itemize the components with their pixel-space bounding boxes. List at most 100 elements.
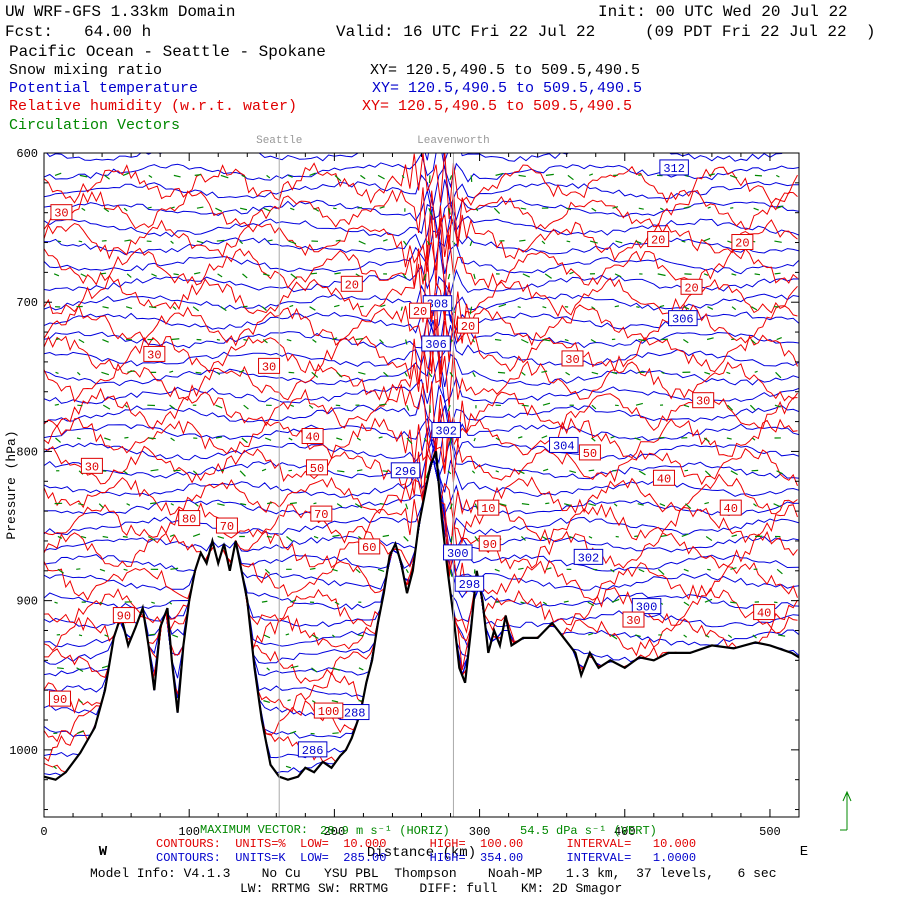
circulation-vector bbox=[635, 240, 642, 244]
circulation-vector bbox=[731, 273, 737, 276]
circulation-vector bbox=[614, 273, 622, 278]
circulation-vector bbox=[660, 534, 667, 538]
circulation-vector bbox=[611, 371, 618, 375]
circulation-vector bbox=[588, 632, 594, 636]
circulation-vector bbox=[424, 437, 427, 442]
theta-label: 302 bbox=[578, 551, 600, 565]
circulation-vector bbox=[78, 503, 84, 506]
circulation-vector bbox=[613, 503, 618, 507]
circulation-vector bbox=[661, 371, 665, 375]
rh-label-box bbox=[561, 350, 584, 367]
theta-label-box bbox=[549, 436, 579, 453]
circulation-vector bbox=[475, 207, 479, 212]
circulation-vector bbox=[659, 503, 666, 507]
rh-label-box bbox=[692, 392, 715, 409]
circulation-vector bbox=[311, 667, 318, 673]
circulation-vector bbox=[382, 239, 388, 242]
circulation-vector bbox=[357, 206, 362, 209]
circulation-vector bbox=[610, 634, 618, 640]
circulation-vector bbox=[150, 502, 157, 505]
circulation-vector bbox=[754, 174, 762, 177]
circulation-vector bbox=[494, 568, 500, 572]
circulation-vector bbox=[263, 634, 271, 639]
circulation-vector bbox=[564, 503, 572, 507]
circulation-vector bbox=[147, 206, 152, 209]
circulation-vector bbox=[753, 207, 759, 211]
max-vector-label: MAXIMUM VECTOR: bbox=[200, 823, 309, 837]
rh-contour bbox=[44, 431, 798, 502]
y-tick-label: 700 bbox=[16, 296, 38, 310]
circulation-vector bbox=[681, 240, 686, 243]
circulation-vector bbox=[311, 634, 319, 639]
circulation-vector bbox=[591, 207, 597, 212]
circulation-vector bbox=[776, 205, 784, 209]
rh-label: 20 bbox=[651, 234, 665, 248]
rh-contour bbox=[44, 408, 798, 474]
circulation-vector bbox=[447, 404, 451, 412]
circulation-vector bbox=[541, 370, 548, 373]
circulation-vector bbox=[77, 404, 83, 407]
theta-contour bbox=[44, 405, 799, 449]
rh-label: 20 bbox=[345, 278, 359, 292]
circulation-vector bbox=[615, 240, 623, 244]
circulation-vector bbox=[383, 371, 389, 377]
circulation-vector bbox=[569, 271, 574, 275]
circulation-vector bbox=[705, 535, 713, 542]
circulation-vector bbox=[100, 272, 107, 275]
circulation-vector bbox=[331, 568, 338, 572]
circulation-vector bbox=[754, 370, 758, 373]
circulation-vector bbox=[290, 273, 298, 280]
circulation-vector bbox=[660, 207, 664, 211]
circulation-vector bbox=[563, 600, 569, 603]
circulation-vector bbox=[684, 174, 689, 177]
circulation-vector bbox=[220, 306, 227, 312]
contour-field bbox=[44, 153, 799, 781]
circulation-vector bbox=[356, 469, 363, 472]
field-theta-label: Potential temperature bbox=[9, 80, 199, 97]
rh-label-box bbox=[301, 428, 324, 445]
circulation-vector bbox=[288, 240, 297, 245]
circulation-vector bbox=[776, 174, 780, 178]
circulation-vector bbox=[311, 371, 319, 378]
theta-contour bbox=[44, 423, 799, 465]
circulation-vector bbox=[610, 568, 615, 573]
circulation-vector bbox=[102, 338, 109, 343]
circulation-vector bbox=[217, 273, 223, 278]
circulation-vector bbox=[171, 338, 180, 341]
circulation-vector bbox=[312, 339, 317, 343]
circulation-vector bbox=[126, 273, 132, 278]
circulation-vector bbox=[377, 568, 385, 573]
rh-contour bbox=[44, 187, 798, 257]
circulation-vector bbox=[405, 503, 409, 510]
circulation-vector bbox=[379, 339, 384, 344]
circulation-vector bbox=[217, 535, 225, 539]
rh-label-box bbox=[178, 510, 201, 527]
circulation-vector bbox=[124, 239, 131, 242]
circulation-vector bbox=[54, 403, 59, 406]
circulation-vector bbox=[192, 533, 201, 538]
circulation-vector bbox=[123, 207, 128, 212]
circulation-vector bbox=[402, 273, 407, 279]
circulation-vector bbox=[263, 700, 270, 703]
circulation-vector bbox=[289, 502, 297, 505]
circulation-vector bbox=[703, 437, 710, 443]
rh-label-box bbox=[313, 702, 344, 719]
circulation-vector bbox=[517, 306, 521, 309]
circulation-vector bbox=[124, 404, 128, 408]
circulation-vector bbox=[290, 730, 297, 735]
circulation-vector bbox=[78, 634, 83, 637]
x-axis-title: Distance (km) bbox=[367, 845, 476, 861]
circulation-vector bbox=[706, 337, 714, 341]
circulation-vector bbox=[564, 338, 569, 342]
circulation-vector bbox=[637, 503, 644, 506]
circulation-vector bbox=[169, 534, 175, 538]
rh-label-box bbox=[48, 690, 71, 707]
rh-label-box bbox=[340, 275, 363, 292]
circulation-vector bbox=[80, 273, 87, 278]
field-snow-xy: XY= 120.5,490.5 to 509.5,490.5 bbox=[370, 62, 641, 79]
rh-label-box bbox=[112, 607, 135, 624]
circulation-vector bbox=[334, 272, 341, 275]
circulation-vector bbox=[104, 634, 109, 638]
theta-label-box bbox=[659, 159, 689, 176]
circulation-vector bbox=[777, 634, 786, 637]
